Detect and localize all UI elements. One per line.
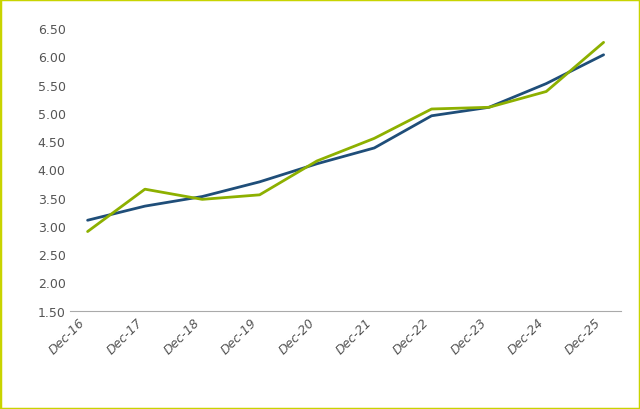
Legend: adj. EPS trend, Chesapeake adj. EPS: adj. EPS trend, Chesapeake adj. EPS xyxy=(174,407,517,409)
